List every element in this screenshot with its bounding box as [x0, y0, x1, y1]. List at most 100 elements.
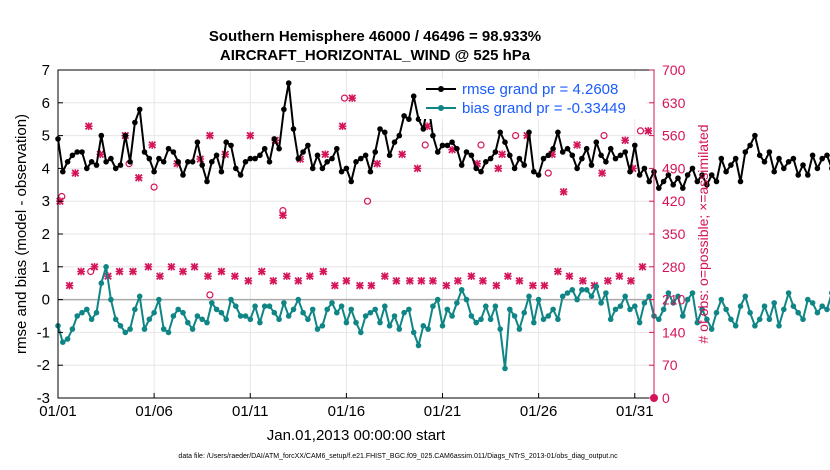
- bias-point-4: [74, 313, 80, 319]
- legend-rmse-label: rmse grand pr = 4.2608: [462, 81, 618, 98]
- rmse-point-89: [483, 159, 489, 165]
- bias-point-128: [670, 300, 676, 306]
- bias-point-1: [60, 339, 66, 346]
- bias-point-105: [559, 293, 566, 300]
- obs-possible-point-6: [340, 94, 349, 102]
- bias-point-160: [824, 306, 830, 313]
- rmse-point-12: [112, 165, 119, 172]
- rmse-point-84: [458, 162, 465, 168]
- bias-point-43: [261, 303, 268, 310]
- bias-point-90: [487, 316, 494, 323]
- obs-possible-point-7: [363, 197, 372, 205]
- rmse-point-140: [728, 162, 734, 168]
- bias-point-66: [372, 306, 379, 313]
- bias-point-155: [800, 316, 806, 323]
- rmse-point-87: [473, 165, 480, 172]
- bias-point-83: [454, 300, 460, 306]
- rmse-point-146: [756, 152, 763, 159]
- rmse-point-103: [550, 145, 556, 152]
- rmse-point-65: [367, 168, 374, 175]
- rmse-point-60: [343, 165, 350, 172]
- rmse-point-129: [675, 175, 681, 181]
- bias-point-100: [535, 296, 542, 303]
- rmse-point-6: [84, 165, 90, 172]
- rmse-point-32: [209, 159, 215, 165]
- rmse-point-48: [285, 80, 292, 86]
- bias-point-121: [636, 319, 643, 326]
- rmse-point-36: [228, 142, 234, 149]
- obs-possible-point-4: [206, 291, 214, 299]
- rmse-point-13: [117, 162, 124, 168]
- obs-possible-point-13: [636, 127, 645, 135]
- bias-point-153: [790, 303, 797, 310]
- y2-tick-label-9: 630: [662, 95, 686, 111]
- rmse-point-47: [281, 106, 287, 113]
- bias-point-57: [329, 300, 335, 306]
- rmse-point-92: [497, 129, 504, 136]
- bias-point-77: [425, 326, 431, 332]
- rmse-point-118: [622, 149, 628, 155]
- rmse-point-147: [761, 159, 768, 165]
- rmse-point-39: [242, 159, 249, 165]
- rmse-point-117: [617, 152, 624, 159]
- bias-point-87: [473, 319, 480, 326]
- y2-tick-label-0: 0: [662, 390, 670, 406]
- x-axis-label: Jan.01,2013 00:00:00 start: [267, 427, 446, 444]
- bias-point-147: [761, 303, 768, 310]
- bias-point-60: [343, 319, 350, 326]
- y-tick-label-5: 2: [42, 226, 50, 243]
- bias-point-56: [324, 306, 331, 313]
- bias-point-22: [160, 326, 167, 332]
- bias-point-72: [401, 309, 407, 316]
- bias-point-19: [146, 316, 153, 323]
- rmse-point-24: [170, 149, 177, 155]
- bias-point-69: [386, 323, 393, 329]
- obs-possible-point-11: [544, 169, 552, 177]
- bias-point-148: [766, 316, 773, 323]
- rmse-point-18: [141, 149, 148, 155]
- bias-point-76: [420, 323, 427, 329]
- bias-point-137: [713, 309, 720, 316]
- bias-point-27: [185, 319, 191, 326]
- rmse-point-25: [175, 159, 181, 165]
- bias-point-97: [521, 309, 527, 316]
- bias-point-78: [430, 303, 436, 310]
- bias-point-110: [583, 287, 590, 293]
- rmse-point-132: [689, 165, 696, 172]
- rmse-point-50: [295, 155, 302, 162]
- bias-point-54: [314, 326, 321, 332]
- bias-point-48: [285, 313, 292, 319]
- obs-possible-point-10: [511, 132, 520, 140]
- rmse-point-72: [401, 113, 407, 119]
- obs-assimilated-point-12: [204, 272, 212, 281]
- rmse-point-57: [329, 155, 335, 162]
- obs-assimilated-point-32: [454, 277, 462, 285]
- bias-point-47: [281, 300, 287, 306]
- bias-point-28: [189, 326, 196, 332]
- rmse-point-9: [98, 132, 105, 139]
- y2-axis-label: # of obs: o=possible; ×=assimilated: [695, 124, 711, 343]
- obs-assimilated-point-19: [294, 277, 303, 285]
- rmse-point-45: [271, 136, 278, 142]
- obs-assimilated-point-6: [129, 267, 137, 276]
- data-file-footnote: data file: /Users/raeder/DAI/ATM_forcXX/…: [178, 453, 618, 460]
- rmse-point-153: [790, 155, 797, 162]
- x-axis-ticks: 01/01 01/06 01/11 01/16 01/21 01/26 01/31: [39, 393, 654, 420]
- rmse-point-88: [478, 168, 484, 175]
- rmse-point-68: [382, 129, 388, 136]
- obs-assimilated-point-38: [529, 281, 537, 290]
- rmse-point-67: [377, 126, 383, 132]
- bias-point-120: [632, 303, 638, 310]
- bias-point-142: [737, 303, 744, 310]
- rmse-point-133: [694, 178, 701, 185]
- bias-point-42: [257, 319, 263, 326]
- rmse-point-100: [535, 172, 542, 178]
- rmse-point-38: [237, 172, 244, 178]
- obs-assimilated-point-15: [244, 277, 253, 285]
- bias-point-34: [218, 309, 225, 316]
- rmse-point-71: [396, 132, 403, 139]
- bias-point-14: [122, 329, 129, 336]
- rmse-point-52: [305, 142, 311, 149]
- y-tick-label-3: 0: [42, 292, 50, 309]
- y2-tick-label-5: 350: [662, 226, 686, 242]
